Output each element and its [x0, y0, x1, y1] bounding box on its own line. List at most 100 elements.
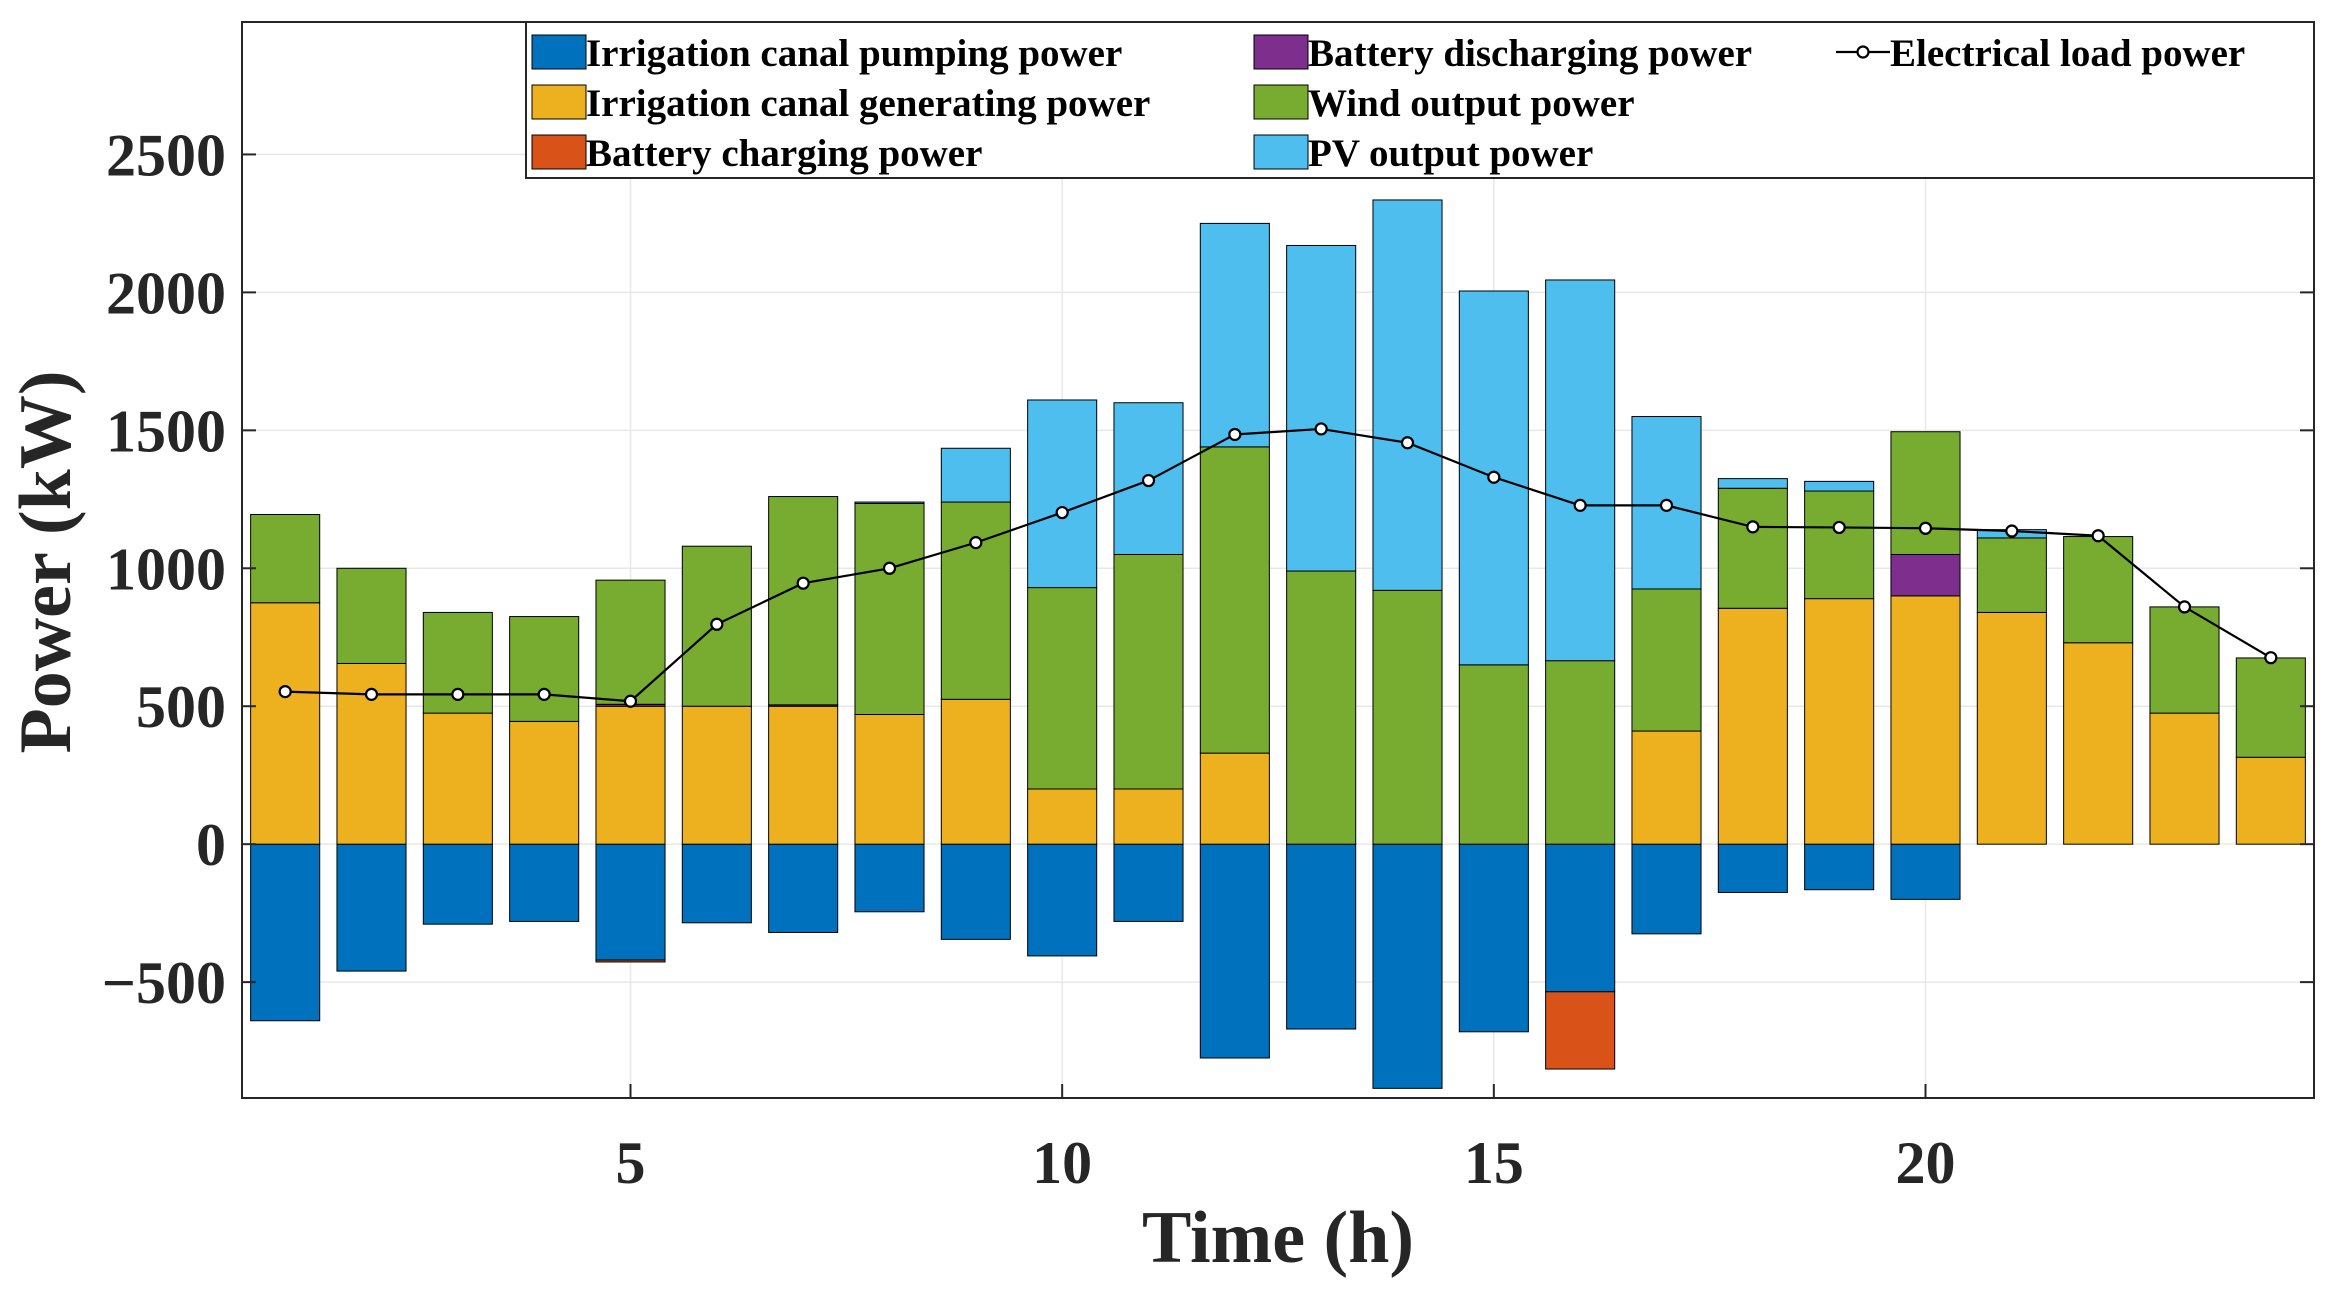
bar-pump-12: [1199, 843, 1270, 1059]
load-point-23: [2177, 600, 2192, 614]
bar-gen-21: [1976, 611, 2047, 845]
legend-label-wind: Wind output power: [1308, 82, 1635, 125]
bar-wind-6: [681, 545, 752, 707]
y-tick-label: 1500: [106, 398, 226, 464]
bar-pv-12: [1199, 222, 1270, 448]
load-point-15: [1487, 470, 1501, 484]
bar-pump-2: [336, 843, 407, 972]
bar-wind-1: [250, 513, 321, 604]
x-tick-label: 20: [1896, 1130, 1956, 1196]
bar-pump-1: [250, 843, 321, 1022]
bar-pv-8: [854, 501, 925, 504]
bar-pump-6: [681, 843, 752, 924]
legend-label-pump: Irrigation canal pumping power: [586, 32, 1122, 75]
y-axis-title: Power (kW): [5, 371, 87, 754]
legend-label-charge: Battery charging power: [586, 132, 982, 175]
legend-swatch-gen: [531, 84, 587, 120]
bar-gen-6: [681, 705, 752, 845]
bar-pump-15: [1458, 843, 1529, 1033]
bar-pv-19: [1804, 480, 1875, 492]
legend-swatch-pump: [531, 34, 587, 70]
bar-wind-16: [1545, 660, 1616, 845]
bar-pump-13: [1286, 843, 1357, 1030]
load-point-11: [1141, 473, 1156, 488]
bar-pv-13: [1286, 244, 1357, 572]
bar-pv-9: [940, 447, 1011, 503]
legend-swatch-load-marker: [1856, 45, 1870, 59]
axis-ticks: 5 10 15 20 −500 0 500 1000 1500 2000 2500: [102, 22, 2314, 1196]
bar-gen-10: [1027, 788, 1098, 845]
bar-pump-4: [509, 843, 580, 922]
bar-wind-10: [1027, 587, 1098, 790]
bar-pv-14: [1372, 199, 1443, 591]
legend-label-load: Electrical load power: [1890, 32, 2245, 75]
y-tick-label: 500: [136, 674, 226, 740]
bar-pv-10: [1027, 399, 1098, 589]
y-tick-label: 2500: [106, 122, 226, 188]
load-point-22: [2091, 529, 2105, 543]
x-axis-title: Time (h): [1142, 1197, 1414, 1279]
bar-wind-13: [1286, 570, 1357, 845]
bar-wind-2: [336, 567, 407, 664]
bar-wind-17: [1631, 588, 1702, 732]
bar-wind-24: [2235, 657, 2306, 758]
bar-wind-21: [1976, 537, 2047, 613]
legend: Irrigation canal pumping power Irrigation…: [525, 21, 2315, 179]
bar-pump-16: [1545, 843, 1616, 993]
x-tick-label: 5: [616, 1130, 646, 1196]
bar-wind-5: [595, 579, 666, 705]
bar-pump-11: [1113, 843, 1184, 922]
y-tick-label: −500: [102, 950, 226, 1016]
bar-pump-17: [1631, 843, 1702, 935]
bar-wind-18: [1717, 487, 1788, 609]
bar-charge-16: [1545, 991, 1616, 1070]
bar-pump-14: [1372, 843, 1443, 1089]
bar-gen-8: [854, 714, 925, 845]
load-point-10: [1055, 505, 1069, 520]
load-line: [278, 422, 2278, 708]
load-point-14: [1400, 436, 1415, 450]
bar-wind-4: [509, 616, 580, 722]
bar-charge-5: [595, 959, 666, 963]
load-point-9: [969, 536, 983, 550]
bar-gen-19: [1804, 598, 1875, 845]
x-tick-label: 15: [1464, 1130, 1524, 1196]
bar-gen-23: [2149, 712, 2220, 845]
legend-box: [525, 21, 2315, 179]
load-point-21: [2005, 524, 2019, 538]
bar-pump-20: [1890, 843, 1961, 900]
bar-gen-9: [940, 698, 1011, 845]
load-point-18: [1746, 520, 1760, 534]
bar-gen-20: [1890, 595, 1961, 845]
bar-wind-15: [1458, 664, 1529, 845]
bar-wind-23: [2149, 606, 2220, 714]
bar-wind-22: [2063, 536, 2134, 644]
bar-gen-1: [250, 602, 321, 845]
y-tick-label: 0: [196, 812, 226, 878]
bar-gen-22: [2063, 642, 2134, 845]
load-point-12: [1228, 427, 1242, 442]
legend-label-gen: Irrigation canal generating power: [586, 82, 1150, 125]
bar-gen-12: [1199, 752, 1270, 845]
bars: [250, 199, 2306, 1089]
load-point-16: [1573, 498, 1587, 512]
bar-wind-7: [768, 496, 839, 706]
bar-gen-11: [1113, 788, 1184, 845]
bar-gen-17: [1631, 730, 1702, 845]
bar-wind-8: [854, 502, 925, 716]
bar-pv-16: [1545, 279, 1616, 662]
bar-pump-5: [595, 843, 666, 961]
load-point-6: [710, 617, 724, 631]
load-point-13: [1314, 422, 1328, 436]
plot-area: [242, 22, 2314, 1098]
bar-wind-20: [1890, 431, 1961, 555]
bar-wind-19: [1804, 490, 1875, 600]
bar-pump-10: [1027, 843, 1098, 957]
load-point-24: [2264, 651, 2278, 665]
load-point-3: [451, 687, 465, 701]
load-line-path: [285, 427, 2272, 703]
bar-gen-4: [509, 720, 580, 845]
bar-gen-7: [768, 705, 839, 845]
bar-gen-18: [1717, 607, 1788, 845]
